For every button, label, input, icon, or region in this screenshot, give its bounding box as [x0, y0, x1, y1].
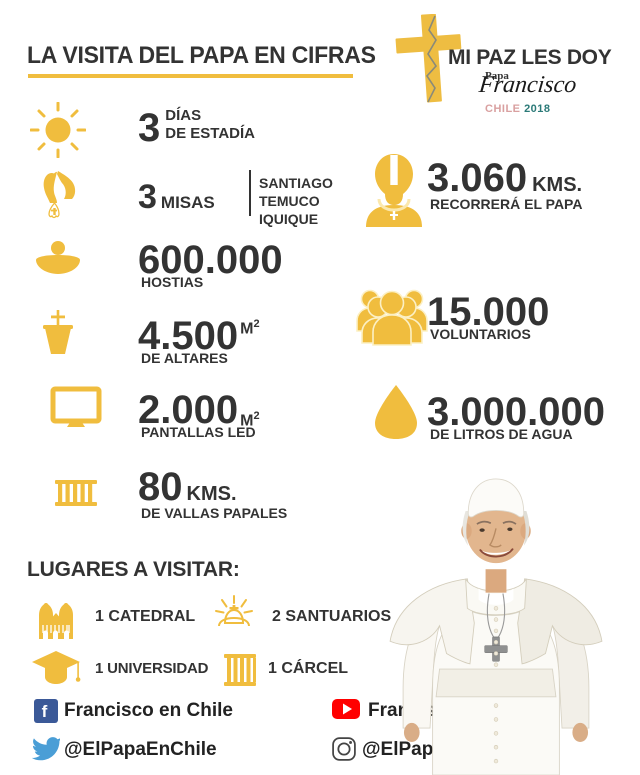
svg-text:f: f	[42, 702, 48, 721]
